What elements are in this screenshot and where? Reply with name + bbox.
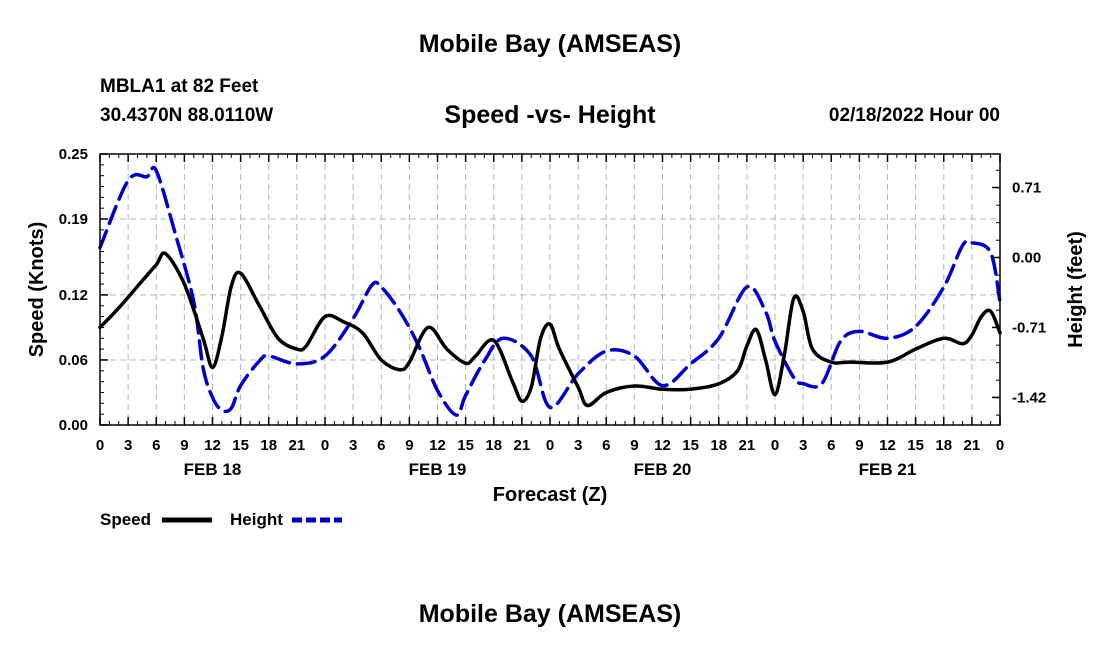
x-tick-label: 9 (630, 437, 638, 454)
x-tick-label: 21 (514, 437, 531, 454)
y2-tick-label: -1.42 (1012, 389, 1046, 406)
x-tick-label: 6 (377, 437, 385, 454)
x-tick-label: 12 (204, 437, 221, 454)
x-tick-label: 15 (232, 437, 249, 454)
y2-tick-label: 0.71 (1012, 180, 1041, 197)
day-label: FEB 19 (409, 460, 467, 479)
x-tick-label: 18 (260, 437, 277, 454)
chart-subtitle: Speed -vs- Height (444, 101, 656, 129)
x-tick-label: 3 (349, 437, 357, 454)
x-tick-label: 3 (799, 437, 807, 454)
station-coordinates: 30.4370N 88.0110W (100, 105, 274, 126)
x-tick-label: 0 (996, 437, 1004, 454)
y-tick-label: 0.25 (59, 146, 88, 163)
station-label: MBLA1 at 82 Feet (100, 76, 259, 97)
x-tick-label: 12 (654, 437, 671, 454)
x-tick-label: 18 (710, 437, 727, 454)
x-tick-label: 9 (855, 437, 863, 454)
chart-title: Mobile Bay (AMSEAS) (418, 30, 682, 58)
x-tick-label: 18 (935, 437, 952, 454)
x-axis-label: Forecast (Z) (493, 484, 607, 506)
x-tick-label: 18 (485, 437, 502, 454)
footer-title: Mobile Bay (AMSEAS) (418, 600, 682, 628)
x-tick-label: 0 (771, 437, 779, 454)
y-tick-label: 0.06 (59, 352, 88, 369)
x-tick-label: 6 (827, 437, 835, 454)
x-tick-label: 15 (682, 437, 699, 454)
legend-speed-label: Speed (100, 510, 151, 529)
day-label: FEB 21 (859, 460, 917, 479)
x-tick-label: 21 (289, 437, 306, 454)
legend-height-label: Height (230, 510, 283, 529)
series-line-speed (98, 251, 1002, 408)
forecast-datetime: 02/18/2022 Hour 00 (828, 105, 1000, 126)
x-tick-label: 6 (152, 437, 160, 454)
y-tick-label: 0.00 (59, 417, 88, 434)
x-tick-label: 6 (602, 437, 610, 454)
x-tick-label: 0 (321, 437, 329, 454)
y2-axis-label: Height (feet) (1065, 231, 1087, 348)
y-axis-label: Speed (Knots) (26, 222, 48, 358)
series-lines (98, 165, 1002, 417)
grid-lines (100, 154, 1000, 425)
day-label: FEB 18 (184, 460, 242, 479)
x-tick-label: 12 (429, 437, 446, 454)
series-line-height (98, 165, 1002, 417)
x-tick-label: 9 (180, 437, 188, 454)
x-tick-label: 3 (574, 437, 582, 454)
x-tick-label: 21 (739, 437, 756, 454)
y-tick-label: 0.12 (59, 287, 88, 304)
y2-tick-label: 0.00 (1012, 249, 1041, 266)
x-tick-label: 21 (964, 437, 981, 454)
x-tick-label: 9 (405, 437, 413, 454)
x-tick-label: 15 (457, 437, 474, 454)
x-tick-label: 3 (124, 437, 132, 454)
legend: Speed Height (100, 510, 342, 529)
axis-ticks: 0 3 6 9 12 15 18 21 0 3 6 9 12 15 18 21 0 3 6 9 12 15 18 21 0 3 6 9… (59, 146, 1046, 479)
y-tick-label: 0.19 (59, 211, 88, 228)
day-label: FEB 20 (634, 460, 692, 479)
x-tick-label: 0 (546, 437, 554, 454)
x-tick-label: 15 (907, 437, 924, 454)
y2-tick-label: -0.71 (1012, 319, 1046, 336)
x-tick-label: 0 (96, 437, 104, 454)
x-tick-label: 12 (879, 437, 896, 454)
